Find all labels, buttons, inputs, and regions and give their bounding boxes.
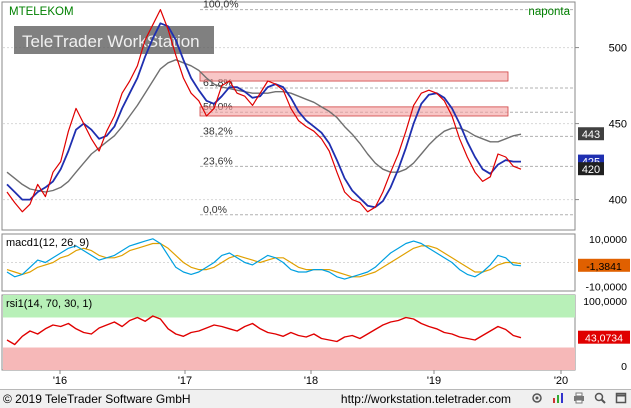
last-value-label: 420 bbox=[582, 164, 600, 176]
rsi-overbought-band bbox=[3, 295, 575, 318]
fib-level-label: 23,6% bbox=[203, 155, 233, 167]
time-axis-label: '18 bbox=[304, 375, 318, 387]
macd-line bbox=[6, 238, 522, 280]
price-zone bbox=[199, 71, 509, 82]
fib-level-label: 100,0% bbox=[203, 0, 239, 11]
price-axis-label: 450 bbox=[609, 119, 627, 131]
rsi-label: rsi1(14, 70, 30, 1) bbox=[6, 298, 92, 310]
time-axis-label: '16 bbox=[53, 375, 67, 387]
print-icon[interactable] bbox=[573, 392, 585, 404]
rsi-last-label: 43,0734 bbox=[585, 333, 623, 345]
rsi-axis-label: 0 bbox=[621, 361, 627, 373]
price-zone bbox=[199, 106, 509, 117]
price-line bbox=[6, 9, 522, 213]
time-axis-label: '17 bbox=[178, 375, 192, 387]
fast-moving-average-line bbox=[6, 22, 521, 209]
fib-level-label: 0,0% bbox=[203, 204, 227, 216]
last-value-badge bbox=[578, 127, 604, 141]
watermark-box bbox=[14, 26, 214, 54]
macd-last-badge bbox=[578, 258, 630, 272]
macd-label: macd1(12, 26, 9) bbox=[6, 237, 89, 249]
macd-last-label: -1,3841 bbox=[586, 261, 622, 273]
chart-type-icon[interactable] bbox=[552, 392, 564, 404]
time-axis-label: '20 bbox=[554, 375, 568, 387]
maximize-icon[interactable] bbox=[615, 392, 627, 404]
copyright-text: © 2019 TeleTrader Software GmbH bbox=[3, 392, 191, 406]
settings-icon[interactable] bbox=[531, 392, 543, 404]
period-label: naponta bbox=[528, 6, 570, 18]
price-axis-label: 500 bbox=[609, 43, 627, 55]
zoom-icon[interactable] bbox=[594, 392, 606, 404]
watermark-text: TeleTrader WorkStation bbox=[22, 32, 200, 51]
status-bar: © 2019 TeleTrader Software GmbH http://w… bbox=[0, 389, 631, 408]
rsi-axis-label: 100,0000 bbox=[583, 296, 627, 308]
toolbar-icons bbox=[525, 392, 627, 404]
last-value-label: 443 bbox=[582, 129, 600, 141]
fib-level-label: 38,2% bbox=[203, 125, 233, 137]
slow-moving-average-line bbox=[6, 59, 522, 193]
rsi-line bbox=[6, 315, 522, 346]
price-axis-label: 400 bbox=[609, 195, 627, 207]
time-axis-label: '19 bbox=[427, 375, 441, 387]
last-value-badge bbox=[578, 162, 604, 176]
rsi-last-badge bbox=[578, 330, 630, 344]
macd-axis-label: 10,0000 bbox=[589, 234, 627, 246]
macd-axis-label: -10,0000 bbox=[586, 281, 628, 293]
rsi-oversold-band bbox=[3, 347, 575, 370]
macd-signal-line bbox=[6, 242, 522, 278]
chart: 100,0%61,8%50,0%38,2%23,6%0,0%TeleTrader… bbox=[1, 0, 630, 387]
symbol-label: MTELEKOM bbox=[9, 6, 74, 18]
website-link[interactable]: http://workstation.teletrader.com bbox=[340, 392, 511, 406]
